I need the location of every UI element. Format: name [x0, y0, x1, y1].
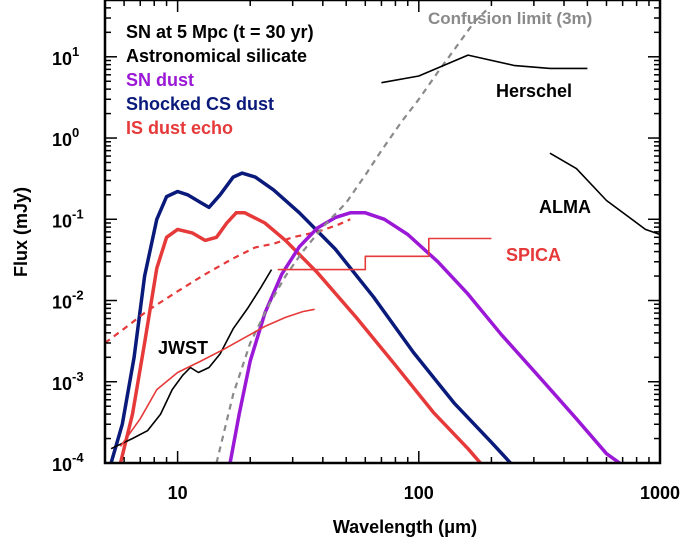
legend-entry: SN at 5 Mpc (t = 30 yr)	[126, 22, 314, 42]
y-tick-label: 10-3	[52, 369, 84, 394]
x-tick-label: 1000	[640, 483, 680, 503]
x-tick-label: 10	[168, 483, 188, 503]
series-jwst	[110, 269, 273, 450]
series-layer	[105, 7, 660, 463]
annotation-alma: ALMA	[539, 197, 591, 217]
y-tick-label: 10-4	[52, 450, 84, 475]
x-tick-label: 100	[404, 483, 434, 503]
legend-entry: IS dust echo	[126, 118, 233, 138]
legend: SN at 5 Mpc (t = 30 yr) Astronomical sil…	[126, 22, 314, 138]
legend-entry: SN dust	[126, 70, 194, 90]
legend-entry: Astronomical silicate	[126, 46, 307, 66]
ticks-layer	[104, 0, 661, 464]
series-echo	[118, 211, 482, 463]
series-shocked	[109, 171, 512, 463]
series-jwst2	[119, 308, 315, 447]
series-herschel	[381, 54, 588, 84]
annotation-herschel: Herschel	[496, 81, 572, 101]
series-confusion	[215, 7, 490, 463]
annotation-jwst: JWST	[158, 338, 208, 358]
x-axis-label: Wavelength (μm)	[333, 517, 477, 537]
y-tick-label: 10-1	[52, 206, 84, 231]
series-alma	[549, 152, 660, 236]
y-tick-label: 100	[52, 125, 79, 150]
legend-entry: Shocked CS dust	[126, 94, 274, 114]
x-tick-labels: 10 100 1000	[168, 483, 680, 503]
y-tick-label: 10-2	[52, 288, 84, 313]
annotation-spica: SPICA	[506, 245, 561, 265]
y-axis-label: Flux (mJy)	[11, 187, 31, 277]
y-tick-label: 101	[52, 44, 79, 69]
series-spica	[277, 237, 492, 271]
y-tick-labels: 10-4 10-3 10-2 10-1 100 101	[52, 44, 84, 475]
series-sn_dust	[228, 211, 621, 463]
annotation-confusion-limit: Confusion limit (3m)	[428, 9, 592, 28]
